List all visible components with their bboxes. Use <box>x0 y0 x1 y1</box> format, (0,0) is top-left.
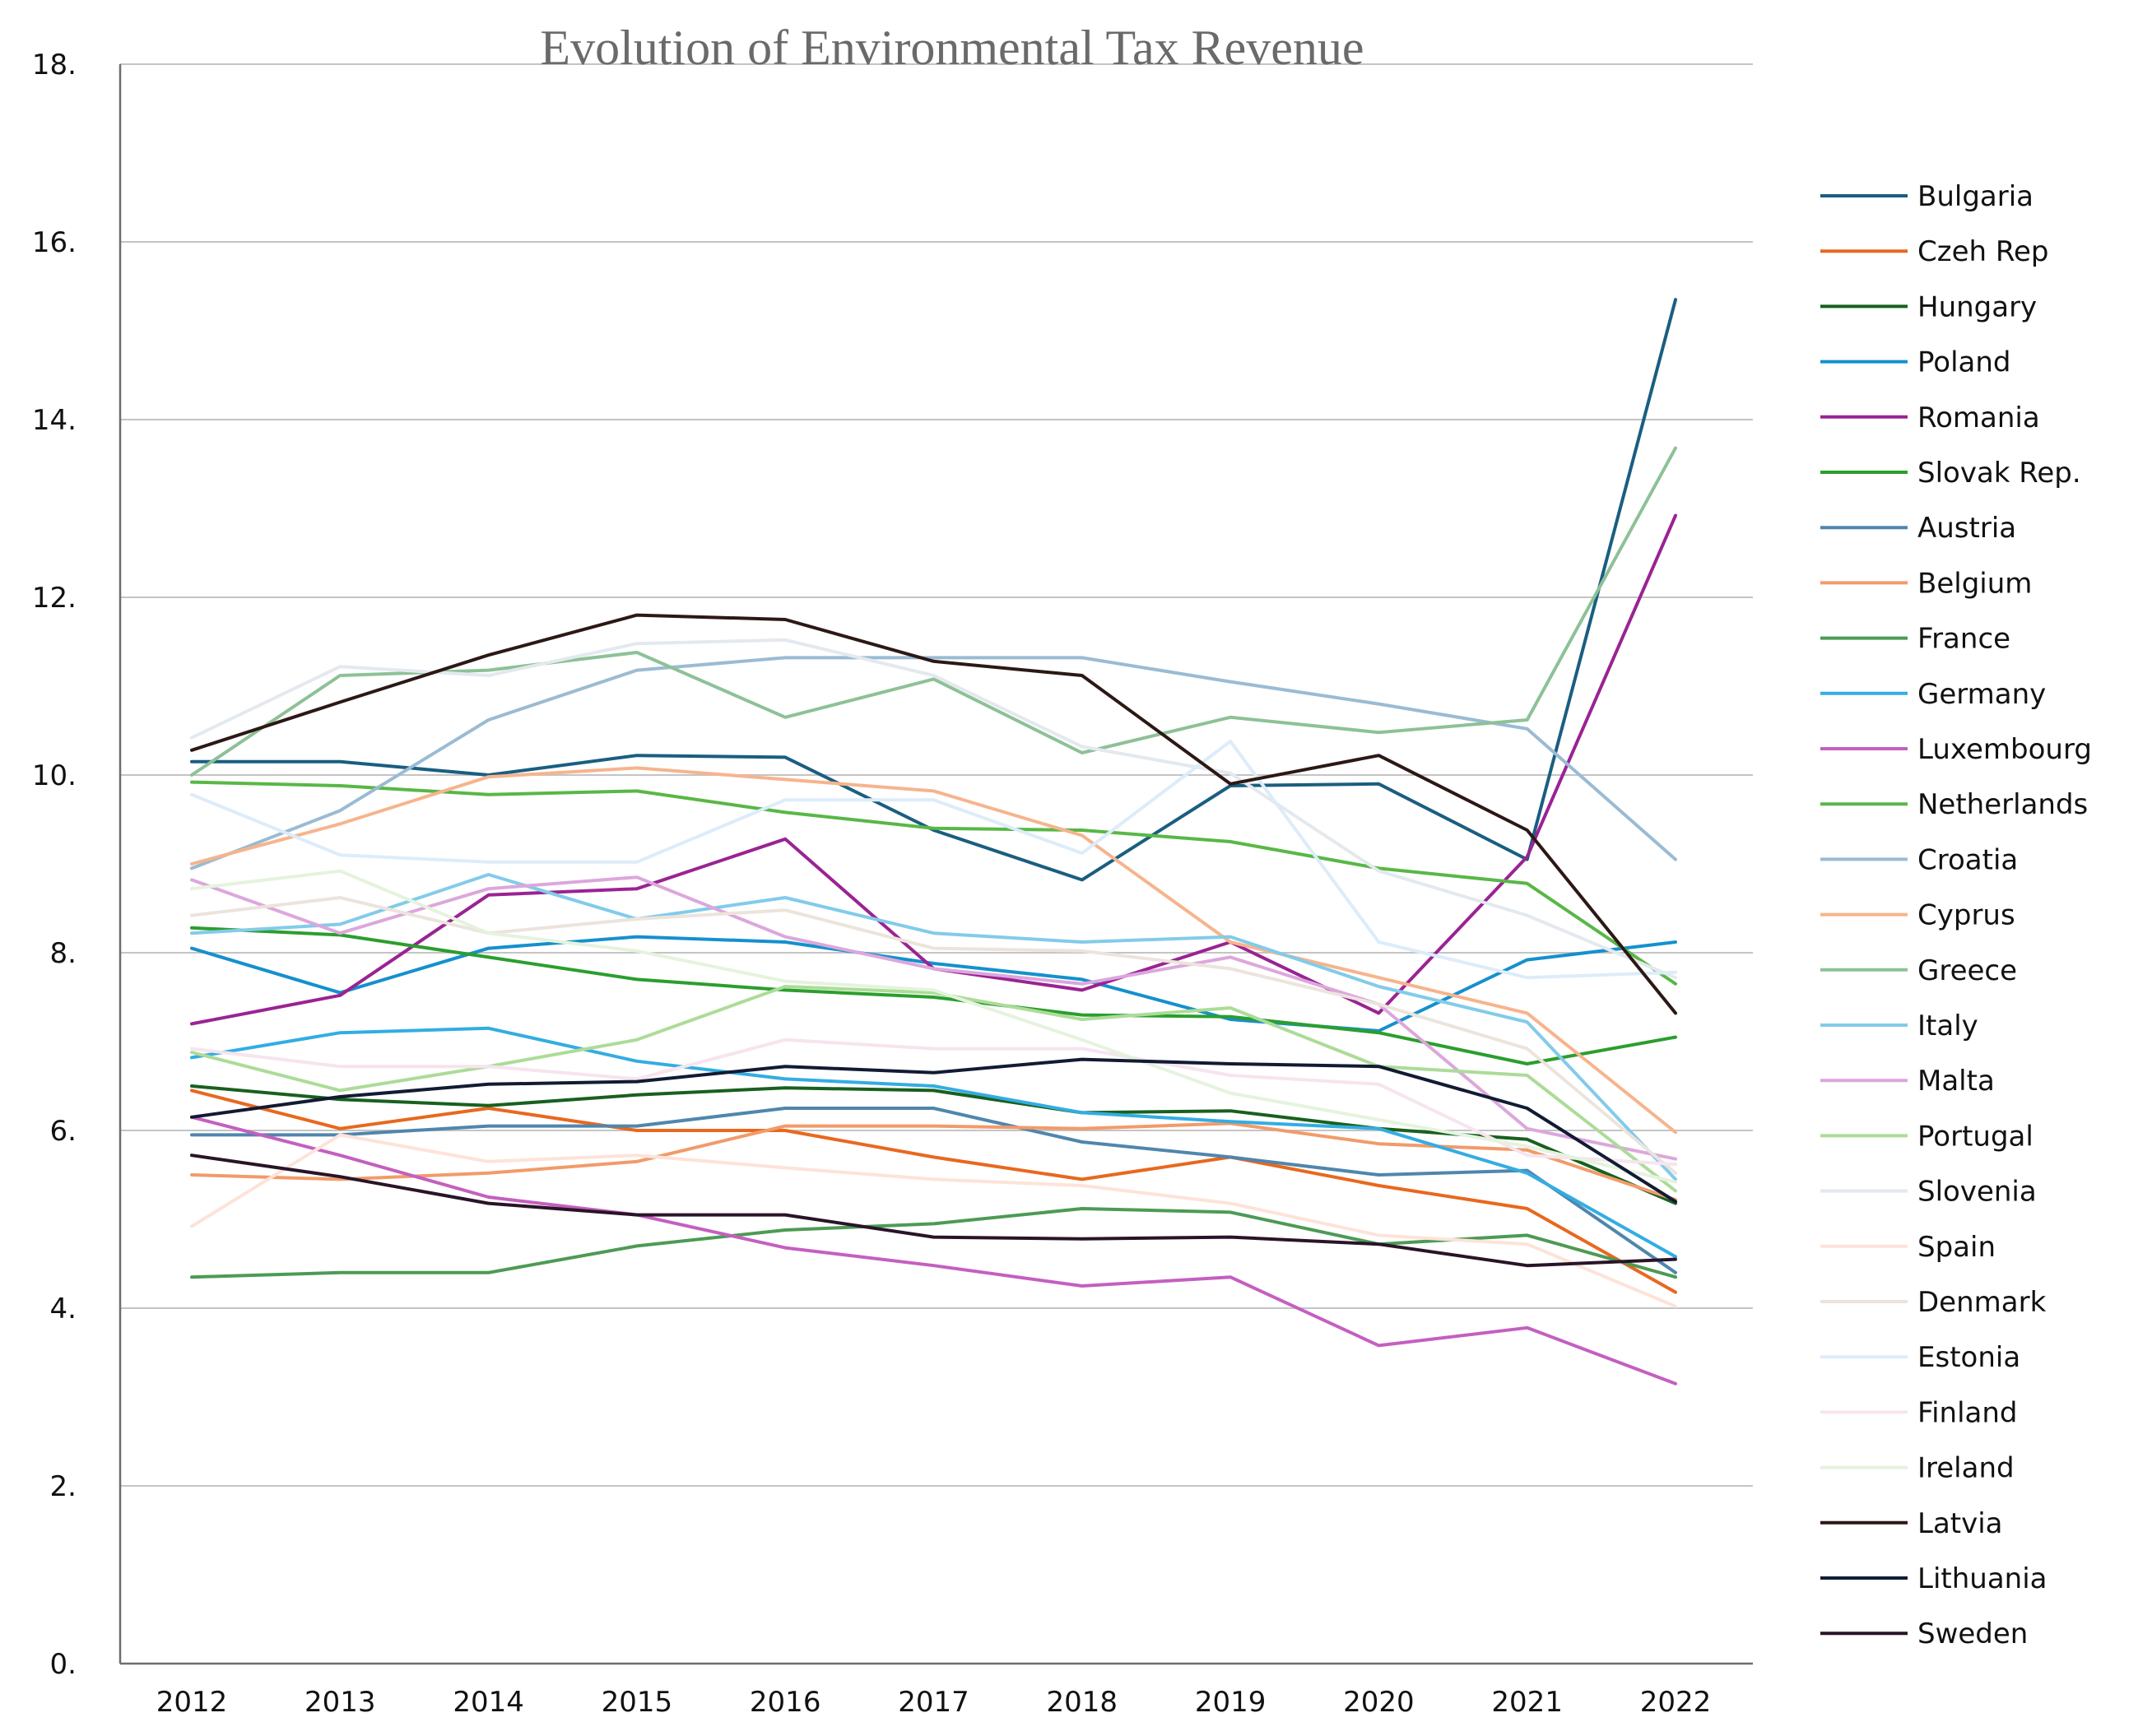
legend-label-malta: Malta <box>1917 1065 1995 1098</box>
legend-label-spain: Spain <box>1917 1231 1996 1264</box>
legend-label-greece: Greece <box>1917 954 2017 987</box>
legend-label-bulgaria: Bulgaria <box>1917 180 2033 213</box>
series-line-belgium <box>190 1121 1677 1202</box>
series-line-luxembourg <box>190 1115 1677 1386</box>
y-tick-labels: 0. 2. 4. 6. 8. 10. 12. 14. 16. 18. <box>32 49 77 1681</box>
series-line-estonia <box>190 740 1677 980</box>
legend-label-belgium: Belgium <box>1917 567 2032 600</box>
y-tick-label: 16. <box>32 226 77 259</box>
series-line-slovenia <box>190 638 1677 980</box>
legend-label-italy: Italy <box>1917 1010 1978 1042</box>
legend-label-latvia: Latvia <box>1917 1507 2003 1540</box>
legend-label-romania: Romania <box>1917 402 2040 434</box>
y-tick-label: 2. <box>50 1470 77 1503</box>
x-tick-label: 2013 <box>304 1686 376 1719</box>
x-tick-label: 2012 <box>156 1686 228 1719</box>
x-tick-label: 2019 <box>1195 1686 1267 1719</box>
series-line-cyprus <box>190 766 1677 1135</box>
series-line-sweden <box>190 1153 1677 1268</box>
series-line-austria <box>190 1107 1677 1274</box>
series-line-croatia <box>190 656 1677 870</box>
series-line-greece <box>190 446 1677 777</box>
legend: Bulgaria Czeh Rep Hungary Poland Romania Slov… <box>1820 180 2092 1650</box>
legend-label-france: France <box>1917 623 2010 656</box>
legend-label-sweden: Sweden <box>1917 1618 2028 1650</box>
series-line-finland <box>190 1037 1677 1166</box>
x-tick-label: 2014 <box>453 1686 524 1719</box>
legend-label-ireland: Ireland <box>1917 1452 2015 1485</box>
x-tick-labels: 2012 2013 2014 2015 2016 2017 2018 2019 2020 2021… <box>156 1686 1712 1719</box>
series-line-italy <box>190 873 1677 1181</box>
series-line-lithuania <box>190 1057 1677 1204</box>
y-tick-label: 4. <box>50 1293 77 1325</box>
series-line-bulgaria <box>190 298 1677 882</box>
series-lines <box>190 298 1677 1386</box>
x-tick-label: 2022 <box>1640 1686 1712 1719</box>
series-line-hungary <box>190 1084 1677 1205</box>
x-tick-label: 2016 <box>750 1686 821 1719</box>
x-tick-label: 2020 <box>1343 1686 1415 1719</box>
legend-label-denmark: Denmark <box>1917 1286 2047 1319</box>
legend-label-slovak-rep: Slovak Rep. <box>1917 457 2081 490</box>
legend-label-lithuania: Lithuania <box>1917 1562 2047 1595</box>
series-line-latvia <box>190 613 1677 1015</box>
x-tick-label: 2017 <box>898 1686 969 1719</box>
legend-label-portugal: Portugal <box>1917 1120 2033 1153</box>
legend-label-germany: Germany <box>1917 678 2046 711</box>
series-line-portugal <box>190 985 1677 1193</box>
y-tick-label: 10. <box>32 759 77 792</box>
series-line-spain <box>190 1133 1677 1308</box>
legend-label-hungary: Hungary <box>1917 290 2037 323</box>
series-line-malta <box>190 875 1677 1161</box>
y-tick-label: 8. <box>50 937 77 970</box>
x-tick-label: 2015 <box>602 1686 673 1719</box>
series-line-ireland <box>190 869 1677 1184</box>
series-line-netherlands <box>190 780 1677 986</box>
series-line-poland <box>190 935 1677 1033</box>
legend-label-poland: Poland <box>1917 346 2011 379</box>
legend-label-austria: Austria <box>1917 512 2016 545</box>
legend-label-czeh-rep: Czeh Rep <box>1917 235 2048 268</box>
legend-label-croatia: Croatia <box>1917 843 2018 876</box>
y-tick-label: 14. <box>32 404 77 437</box>
chart-title: Evolution of Environmental Tax Revenue <box>540 21 1364 75</box>
legend-label-cyprus: Cyprus <box>1917 899 2015 932</box>
x-tick-label: 2018 <box>1047 1686 1118 1719</box>
legend-label-luxembourg: Luxembourg <box>1917 733 2092 766</box>
series-line-denmark <box>190 896 1677 1175</box>
x-tick-label: 2021 <box>1491 1686 1563 1719</box>
series-line-slovak-rep- <box>190 926 1677 1065</box>
legend-label-estonia: Estonia <box>1917 1341 2020 1374</box>
y-tick-label: 0. <box>50 1648 77 1681</box>
legend-label-finland: Finland <box>1917 1396 2018 1429</box>
y-tick-label: 6. <box>50 1115 77 1148</box>
y-tick-label: 12. <box>32 582 77 615</box>
series-line-germany <box>190 1026 1677 1259</box>
series-line-czeh-rep <box>190 1088 1677 1294</box>
legend-label-netherlands: Netherlands <box>1917 788 2088 821</box>
y-tick-label: 18. <box>32 49 77 81</box>
series-line-france <box>190 1207 1677 1279</box>
legend-label-slovenia: Slovenia <box>1917 1176 2037 1209</box>
